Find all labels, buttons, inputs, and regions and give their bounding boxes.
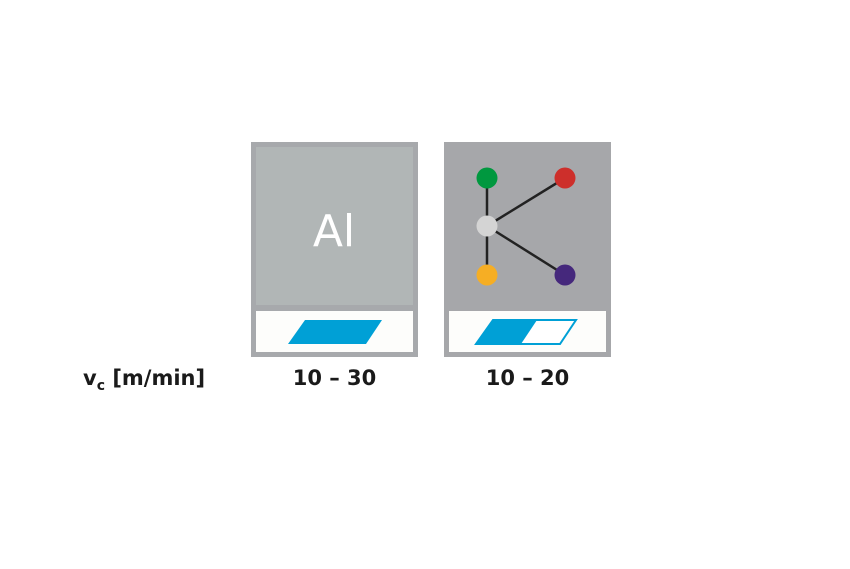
aluminium-icon: Al — [256, 147, 413, 352]
molecule-structure-icon — [444, 142, 611, 357]
node-green — [476, 167, 498, 189]
speed-subscript: c — [96, 378, 106, 395]
speed-symbol: v — [83, 366, 97, 390]
cutting-speed-label: vc [m/min] — [83, 366, 205, 394]
aluminium-card: Al — [251, 142, 418, 357]
speed-unit: [m/min] — [112, 366, 206, 390]
node-purple — [554, 264, 576, 286]
node-yellow — [476, 264, 498, 286]
node-red — [554, 167, 576, 189]
composite-speed-range: 10 – 20 — [485, 366, 570, 390]
aluminium-speed-range: 10 – 30 — [292, 366, 377, 390]
rating-bar-full — [288, 320, 382, 344]
aluminium-symbol: Al — [313, 206, 355, 257]
rating-bar-half — [476, 320, 537, 344]
composite-card — [444, 142, 611, 357]
node-center — [476, 215, 498, 237]
